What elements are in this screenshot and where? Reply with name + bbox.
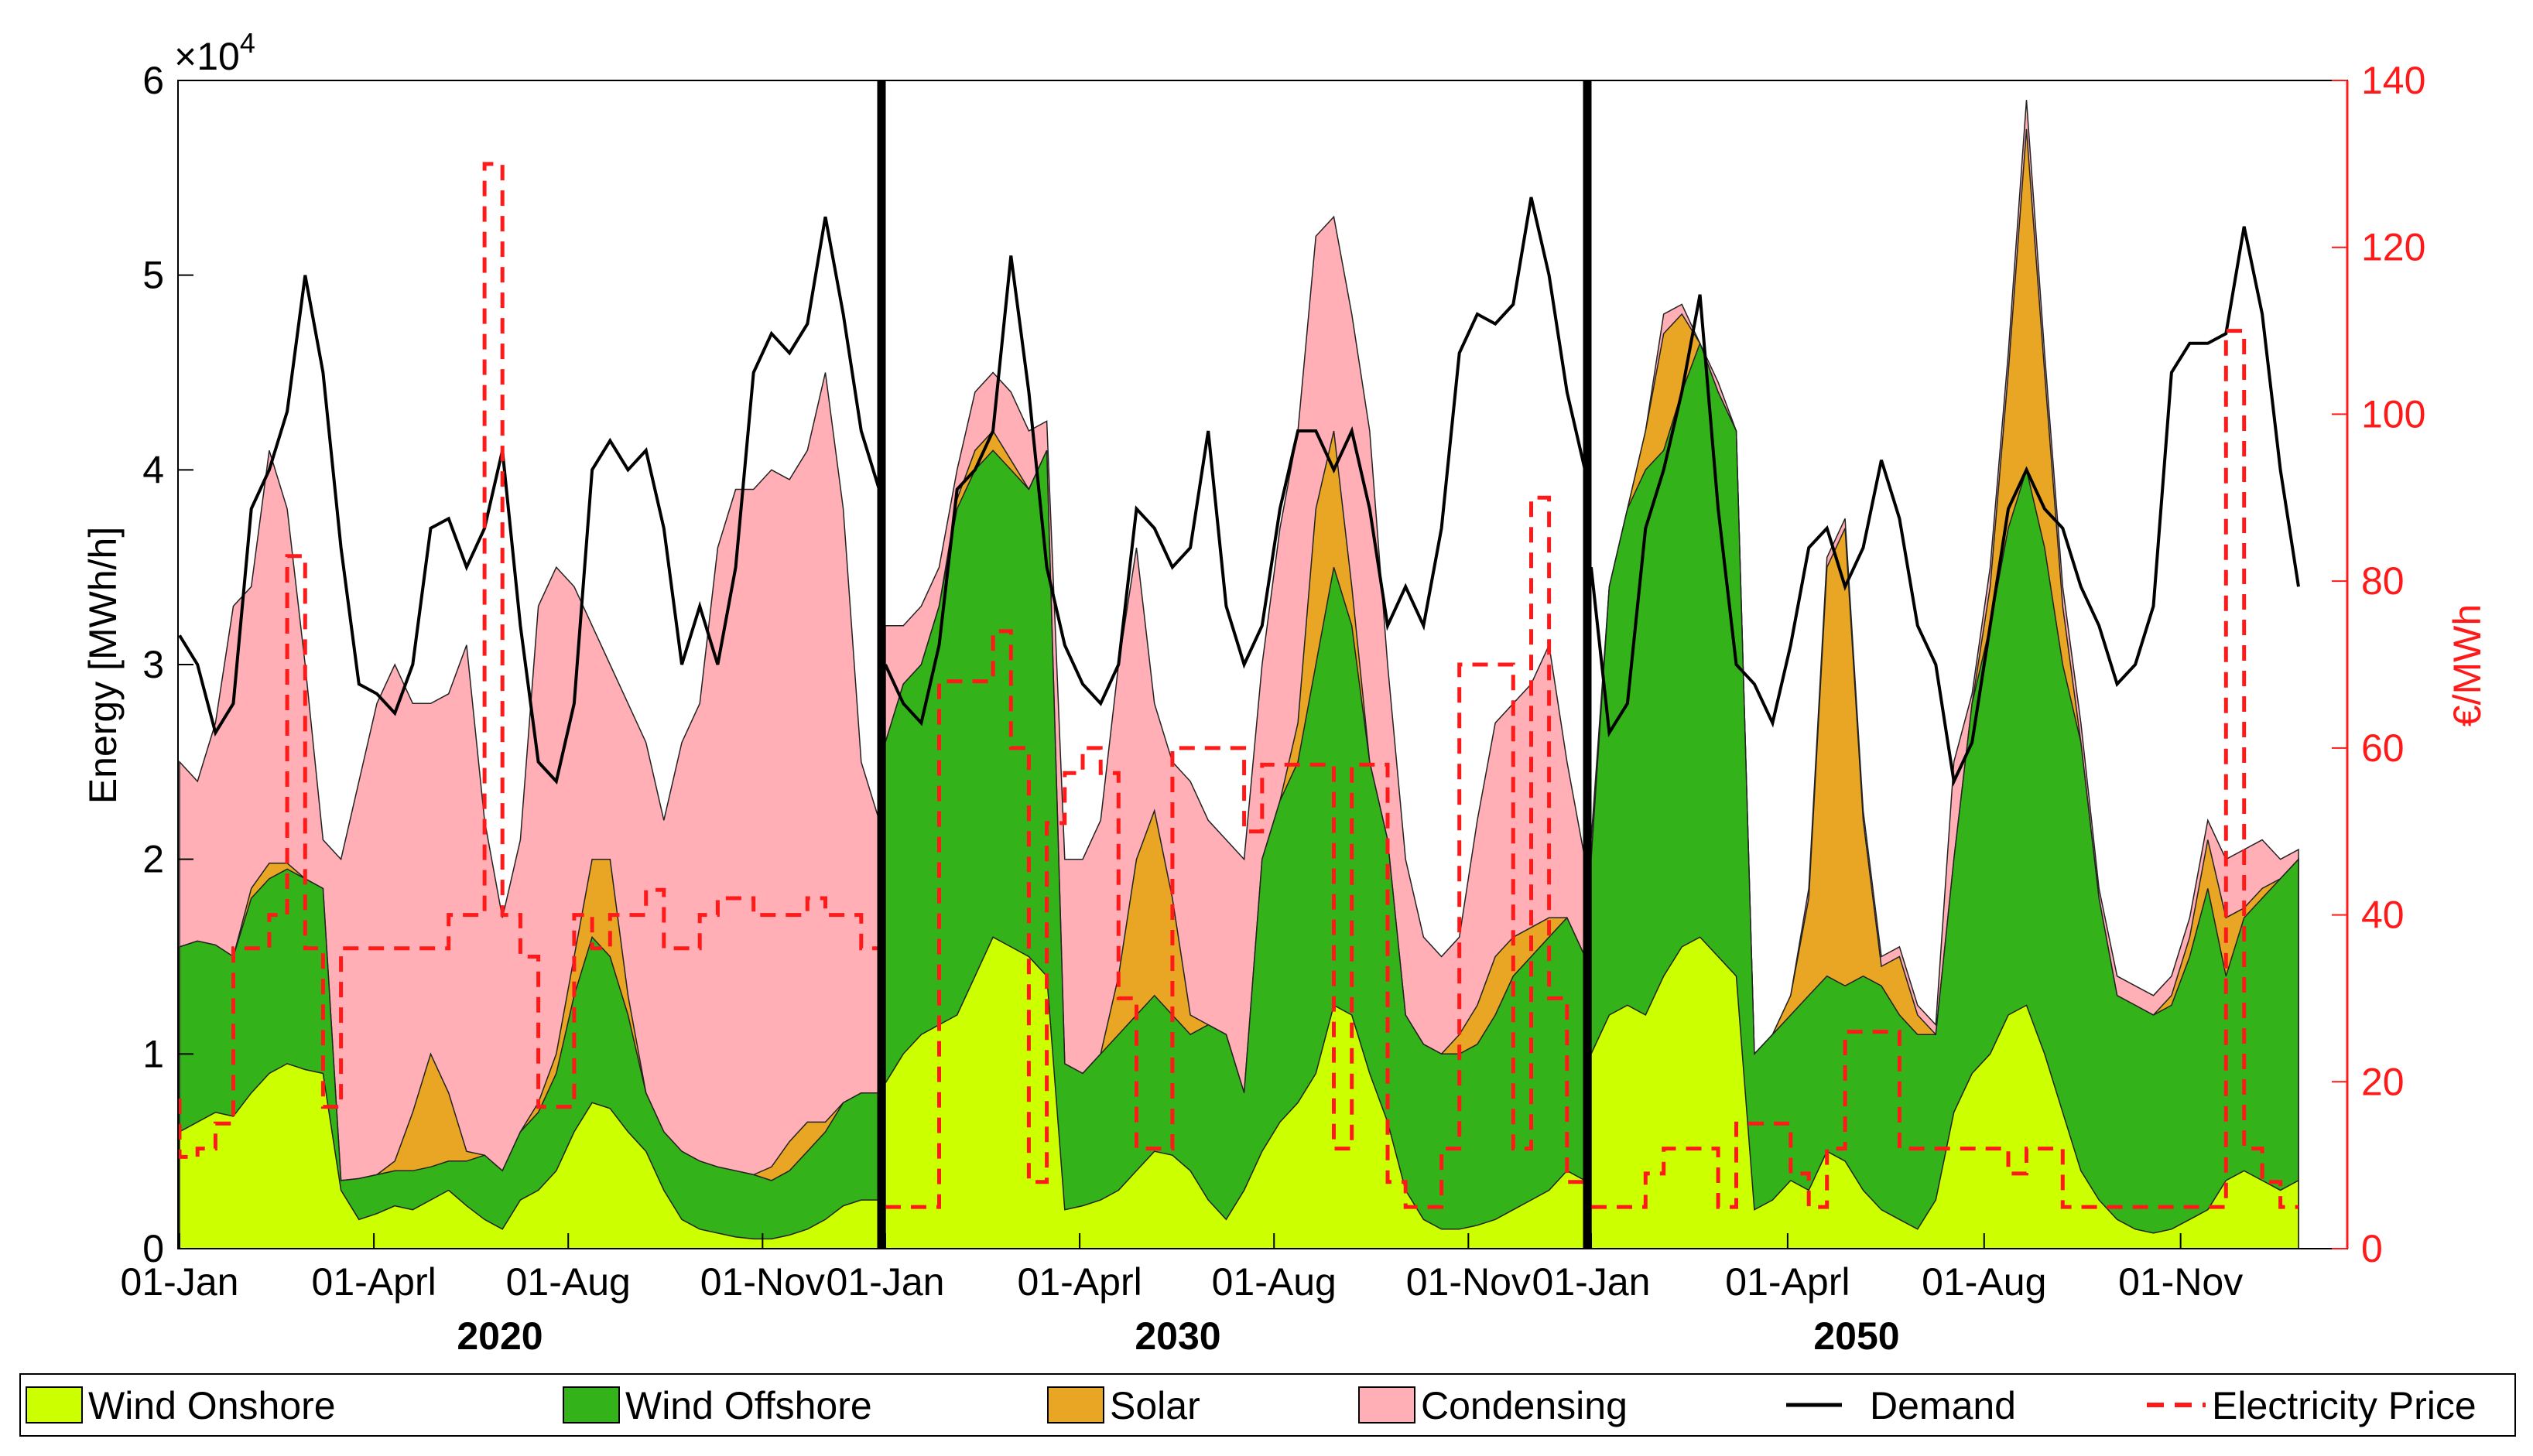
y-right-tick-label: 80 — [2361, 559, 2405, 603]
x-tick-label: 01-Aprl — [312, 1260, 436, 1304]
line-demand-2050 — [1590, 226, 2300, 787]
x-tick-label: 01-Nov — [2118, 1260, 2243, 1304]
legend-swatch-wind-onshore — [26, 1386, 83, 1424]
y-left-tick-label: 2 — [142, 838, 164, 881]
y-left-tick-label: 6 — [142, 59, 164, 102]
y-axis-right: 0 20 40 60 80 100 120 140 — [2332, 59, 2425, 1270]
y-left-tick-label: 1 — [142, 1032, 164, 1075]
panels-layer — [177, 100, 2300, 1249]
panel-2020 — [177, 162, 881, 1249]
area-wind-offshore-2030 — [885, 449, 1586, 1249]
line-demand-2020 — [178, 216, 881, 785]
x-tick-label: 01-Aug — [1212, 1260, 1337, 1304]
y-left-tick-label: 4 — [142, 448, 164, 491]
legend-box — [19, 1373, 2516, 1437]
x-tick-label: 01-Aug — [506, 1260, 631, 1304]
x-tick-label: 01-Jan — [1532, 1260, 1651, 1304]
legend-label-wind-onshore: Wind Onshore — [88, 1384, 336, 1427]
legend-label-demand: Demand — [1870, 1384, 2016, 1427]
area-wind-onshore-2050 — [1590, 936, 2299, 1249]
panel-2030 — [884, 197, 1587, 1249]
year-label-2050: 2050 — [1813, 1314, 1899, 1358]
legend: Wind Onshore Wind Offshore Solar Condens… — [19, 1373, 2516, 1437]
x-tick-label: 01-Aprl — [1725, 1260, 1850, 1304]
y-right-tick-label: 120 — [2361, 226, 2425, 269]
legend-swatch-condensing — [1358, 1386, 1415, 1424]
line-demand-2030 — [884, 197, 1587, 726]
legend-swatch-solar — [1047, 1386, 1104, 1424]
legend-label-condensing: Condensing — [1421, 1384, 1628, 1427]
x-tick-label: 01-Aprl — [1018, 1260, 1142, 1304]
year-label-2030: 2030 — [1135, 1314, 1220, 1358]
x-axis: 01-Jan 01-Aprl 01-Aug 01-Nov 01-Jan 01-Aprl 01… — [121, 1233, 2243, 1304]
y-axis-left: 0 1 2 3 4 5 6 — [142, 59, 193, 1270]
line-price-2030 — [885, 495, 1585, 1209]
line-price-2020 — [177, 162, 879, 1159]
y-axis-right-label: €/MWh — [2446, 604, 2489, 726]
x-tick-label: 01-Jan — [121, 1260, 239, 1304]
panel-2050 — [1590, 100, 2300, 1249]
y-multiplier: ×104 — [174, 27, 255, 78]
x-tick-label: 01-Nov — [700, 1260, 825, 1304]
area-wind-offshore-2050 — [1590, 341, 2299, 1249]
area-wind-onshore-2020 — [179, 1063, 880, 1249]
y-left-tick-label: 5 — [142, 254, 164, 297]
y-right-tick-label: 60 — [2361, 726, 2405, 770]
area-wind-onshore-2030 — [885, 936, 1586, 1249]
y-left-tick-label: 3 — [142, 643, 164, 686]
legend-swatch-wind-offshore — [563, 1386, 620, 1424]
area-condensing-2020 — [179, 372, 880, 1249]
y-right-tick-label: 0 — [2361, 1227, 2383, 1270]
y-right-tick-label: 40 — [2361, 894, 2405, 937]
legend-label-wind-offshore: Wind Offshore — [625, 1384, 872, 1427]
x-tick-label: 01-Jan — [827, 1260, 945, 1304]
y-right-tick-label: 140 — [2361, 59, 2425, 102]
x-tick-label: 01-Nov — [1406, 1260, 1531, 1304]
legend-label-electricity-price: Electricity Price — [2212, 1384, 2477, 1427]
y-right-tick-label: 20 — [2361, 1060, 2405, 1103]
x-tick-label: 01-Aug — [1922, 1260, 2046, 1304]
y-right-tick-label: 100 — [2361, 392, 2425, 436]
legend-label-solar: Solar — [1110, 1384, 1200, 1427]
y-axis-left-label: Energy [MWh/h] — [81, 527, 125, 804]
y-left-tick-label: 0 — [142, 1227, 164, 1270]
year-label-2020: 2020 — [457, 1314, 543, 1358]
